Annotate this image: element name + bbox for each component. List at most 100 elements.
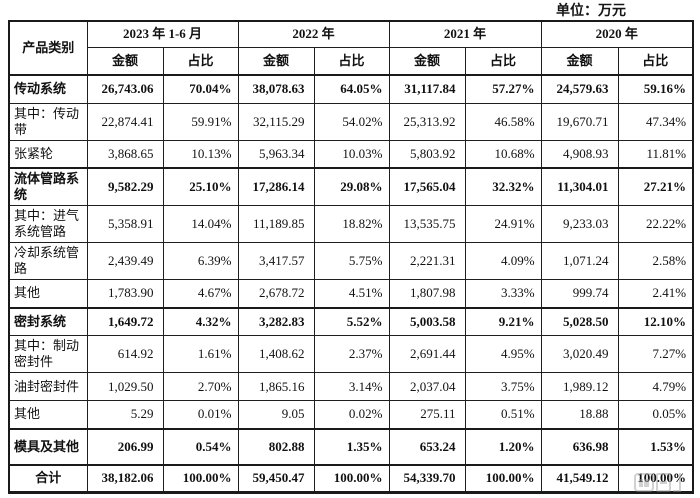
amount-cell: 13,535.75 <box>388 205 466 243</box>
ratio-cell: 27.21% <box>617 167 694 206</box>
table-row: 传动系统 26,743.06 70.04% 38,078.63 64.05% 31,117… <box>8 74 694 104</box>
ratio-cell: 100.00% <box>162 463 239 493</box>
row-label: 其中：进气系统管路 <box>8 205 88 243</box>
ratio-cell: 2.58% <box>617 242 694 280</box>
ratio-cell: 10.03% <box>313 139 390 169</box>
ratio-cell: 25.10% <box>162 167 239 206</box>
ratio-cell: 59.16% <box>617 74 694 104</box>
row-label: 其他 <box>8 400 88 429</box>
amount-cell: 1,989.12 <box>540 372 619 401</box>
row-label: 油封密封件 <box>8 372 88 401</box>
year-header-2022: 2022 年 <box>237 20 390 48</box>
ratio-cell: 47.34% <box>617 102 694 141</box>
amount-cell: 3,282.83 <box>237 306 315 336</box>
corner-header-product-category: 产品类别 <box>8 20 88 76</box>
ratio-cell: 54.02% <box>313 102 390 141</box>
amount-cell: 275.11 <box>388 400 466 429</box>
amount-cell: 3,417.57 <box>237 242 315 280</box>
amount-cell: 9,582.29 <box>86 167 164 206</box>
subheader-ratio: 占比 <box>464 46 542 76</box>
ratio-cell: 22.22% <box>617 205 694 243</box>
table-row: 油封密封件 1,029.50 2.70% 1,865.16 3.14% 2,037.04 3… <box>8 372 694 401</box>
ratio-cell: 4.32% <box>162 306 239 336</box>
table-header: 产品类别 2023 年 1-6 月 2022 年 2021 年 2020 年 金… <box>8 20 694 76</box>
amount-cell: 1,029.50 <box>86 372 164 401</box>
ratio-cell: 100.00% <box>313 463 390 493</box>
table-row: 合计 38,182.06 100.00% 59,450.47 100.00% 54,339… <box>8 463 694 493</box>
table-row: 其中：制动密封件 614.92 1.61% 1,408.62 2.37% 2,691.44… <box>8 335 694 373</box>
ratio-cell: 100.00% <box>464 463 542 493</box>
ratio-cell: 4.79% <box>617 372 694 401</box>
table-row: 其中：进气系统管路 5,358.91 14.04% 11,189.85 18.82% 13… <box>8 205 694 243</box>
amount-cell: 5,803.92 <box>388 139 466 169</box>
ratio-cell: 10.13% <box>162 139 239 169</box>
table-row: 张紧轮 3,868.65 10.13% 5,963.34 10.03% 5,803.92 1… <box>8 139 694 169</box>
row-label: 其中：制动密封件 <box>8 335 88 373</box>
ratio-cell: 0.05% <box>617 400 694 429</box>
table-row: 其他 1,783.90 4.67% 2,678.72 4.51% 1,807.98 3.33… <box>8 279 694 308</box>
amount-cell: 41,549.12 <box>540 463 619 493</box>
row-label: 冷却系统管路 <box>8 242 88 280</box>
ratio-cell: 5.75% <box>313 242 390 280</box>
amount-cell: 5,003.58 <box>388 306 466 336</box>
amount-cell: 206.99 <box>86 427 164 465</box>
ratio-cell: 1.20% <box>464 427 542 465</box>
amount-cell: 1,865.16 <box>237 372 315 401</box>
ratio-cell: 2.70% <box>162 372 239 401</box>
table-row: 模具及其他 206.99 0.54% 802.88 1.35% 653.24 1.20% 63… <box>8 427 694 465</box>
amount-cell: 17,565.04 <box>388 167 466 206</box>
amount-cell: 2,037.04 <box>388 372 466 401</box>
amount-cell: 3,868.65 <box>86 139 164 169</box>
amount-cell: 2,221.31 <box>388 242 466 280</box>
ratio-cell: 0.02% <box>313 400 390 429</box>
ratio-cell: 29.08% <box>313 167 390 206</box>
amount-cell: 1,649.72 <box>86 306 164 336</box>
ratio-cell: 12.10% <box>617 306 694 336</box>
amount-cell: 9.05 <box>237 400 315 429</box>
subheader-amount: 金额 <box>388 46 466 76</box>
amount-cell: 18.88 <box>540 400 619 429</box>
amount-cell: 5,963.34 <box>237 139 315 169</box>
row-label: 密封系统 <box>8 306 88 336</box>
amount-cell: 5,028.50 <box>540 306 619 336</box>
subheader-ratio: 占比 <box>162 46 239 76</box>
ratio-cell: 4.95% <box>464 335 542 373</box>
amount-cell: 11,304.01 <box>540 167 619 206</box>
ratio-cell: 0.54% <box>162 427 239 465</box>
ratio-cell: 64.05% <box>313 74 390 104</box>
amount-cell: 38,078.63 <box>237 74 315 104</box>
amount-cell: 999.74 <box>540 279 619 308</box>
ratio-cell: 4.67% <box>162 279 239 308</box>
row-label: 模具及其他 <box>8 427 88 465</box>
amount-cell: 22,874.41 <box>86 102 164 141</box>
subheader-amount: 金额 <box>237 46 315 76</box>
ratio-cell: 6.39% <box>162 242 239 280</box>
ratio-cell: 3.14% <box>313 372 390 401</box>
amount-cell: 38,182.06 <box>86 463 164 493</box>
ratio-cell: 1.61% <box>162 335 239 373</box>
ratio-cell: 3.75% <box>464 372 542 401</box>
unit-label: 单位：万元 <box>556 4 626 19</box>
amount-cell: 802.88 <box>237 427 315 465</box>
year-header-2023h1: 2023 年 1-6 月 <box>86 20 239 48</box>
ratio-cell: 24.91% <box>464 205 542 243</box>
ratio-cell: 4.09% <box>464 242 542 280</box>
amount-cell: 2,691.44 <box>388 335 466 373</box>
ratio-cell: 7.27% <box>617 335 694 373</box>
ratio-cell: 57.27% <box>464 74 542 104</box>
ratio-cell: 2.41% <box>617 279 694 308</box>
ratio-cell: 10.68% <box>464 139 542 169</box>
amount-cell: 4,908.93 <box>540 139 619 169</box>
amount-cell: 3,020.49 <box>540 335 619 373</box>
table-body: 传动系统 26,743.06 70.04% 38,078.63 64.05% 31,117… <box>8 74 694 493</box>
amount-cell: 26,743.06 <box>86 74 164 104</box>
amount-cell: 1,071.24 <box>540 242 619 280</box>
row-label: 传动系统 <box>8 74 88 104</box>
ratio-cell: 100.00% <box>617 463 694 493</box>
ratio-cell: 0.51% <box>464 400 542 429</box>
ratio-cell: 59.91% <box>162 102 239 141</box>
amount-cell: 9,233.03 <box>540 205 619 243</box>
amount-cell: 25,313.92 <box>388 102 466 141</box>
ratio-cell: 0.01% <box>162 400 239 429</box>
